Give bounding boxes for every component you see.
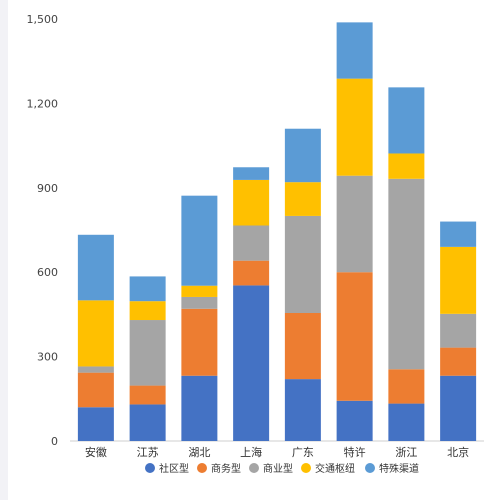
bar-segment[interactable] [284,128,321,183]
legend-label[interactable]: 商业型 [263,462,293,475]
x-category-label: 江苏 [137,446,159,459]
bar-segment[interactable] [233,260,270,286]
bar-segment[interactable] [181,375,218,441]
bar-segment[interactable] [336,22,373,79]
bar-segment[interactable] [388,153,425,179]
bar-segment[interactable] [388,403,425,441]
bar-segment[interactable] [77,366,114,373]
x-category-label: 浙江 [395,446,417,459]
bar-segment[interactable] [233,285,270,441]
bar-segment[interactable] [129,385,166,405]
legend-marker [145,463,155,473]
bar-segment[interactable] [181,296,218,309]
bar-segment[interactable] [440,246,477,314]
bar-segment[interactable] [284,182,321,216]
y-tick-label: 600 [37,266,58,279]
x-category-label: 安徽 [85,445,107,459]
bar-segment[interactable] [440,221,477,247]
legend-marker [249,463,259,473]
bar-segment[interactable] [77,234,114,301]
bar-segment[interactable] [129,404,166,441]
bar-segment[interactable] [233,225,270,261]
y-tick-label: 300 [37,351,58,364]
legend-label[interactable]: 商务型 [211,462,241,475]
bar-segment[interactable] [336,400,373,441]
legend-marker [301,463,311,473]
y-tick-label: 900 [37,182,58,195]
bar-segment[interactable] [233,179,270,226]
bar-segment[interactable] [129,276,166,302]
bar-segment[interactable] [77,407,114,441]
bar-segment[interactable] [440,375,477,441]
x-axis-categories: 安徽 江苏 湖北 上海 广东 特许 浙江 北京 [85,445,469,459]
bar-segment[interactable] [181,285,218,297]
bar-segment[interactable] [284,379,321,441]
bar-segment[interactable] [181,308,218,376]
y-tick-label: 1,500 [27,13,59,26]
bar-segment[interactable] [181,195,218,286]
bar-segment[interactable] [388,178,425,370]
legend-marker [365,463,375,473]
legend-label[interactable]: 特殊渠道 [379,462,419,475]
y-axis-ticks: 0 300 600 900 1,200 1,500 [27,13,59,448]
left-edge-strip [0,0,8,500]
bar-segment[interactable] [336,78,373,176]
x-category-label: 上海 [240,445,262,459]
bar-segment[interactable] [233,167,270,180]
bar-segment[interactable] [388,87,425,154]
x-category-label: 特许 [344,445,366,459]
legend-label[interactable]: 社区型 [159,462,189,475]
bar-segment[interactable] [388,369,425,404]
bar-segment[interactable] [77,300,114,367]
bar-segment[interactable] [440,313,477,348]
bar-segment[interactable] [129,320,166,386]
y-tick-label: 1,200 [27,97,59,110]
x-category-label: 北京 [447,445,469,459]
x-category-label: 广东 [292,446,314,459]
legend-label[interactable]: 交通枢纽 [315,462,355,475]
bar-segment[interactable] [284,215,321,313]
legend-marker [197,463,207,473]
x-category-label: 湖北 [188,446,210,459]
legend: 社区型 商务型 商业型 交通枢纽 特殊渠道 [145,462,419,475]
bar-segment[interactable] [336,175,373,273]
bars-group [77,22,477,441]
bar-segment[interactable] [336,272,373,401]
bar-segment[interactable] [284,312,321,380]
bar-segment[interactable] [440,347,477,376]
bar-segment[interactable] [129,301,166,321]
bar-segment[interactable] [77,372,114,408]
y-tick-label: 0 [51,435,58,448]
